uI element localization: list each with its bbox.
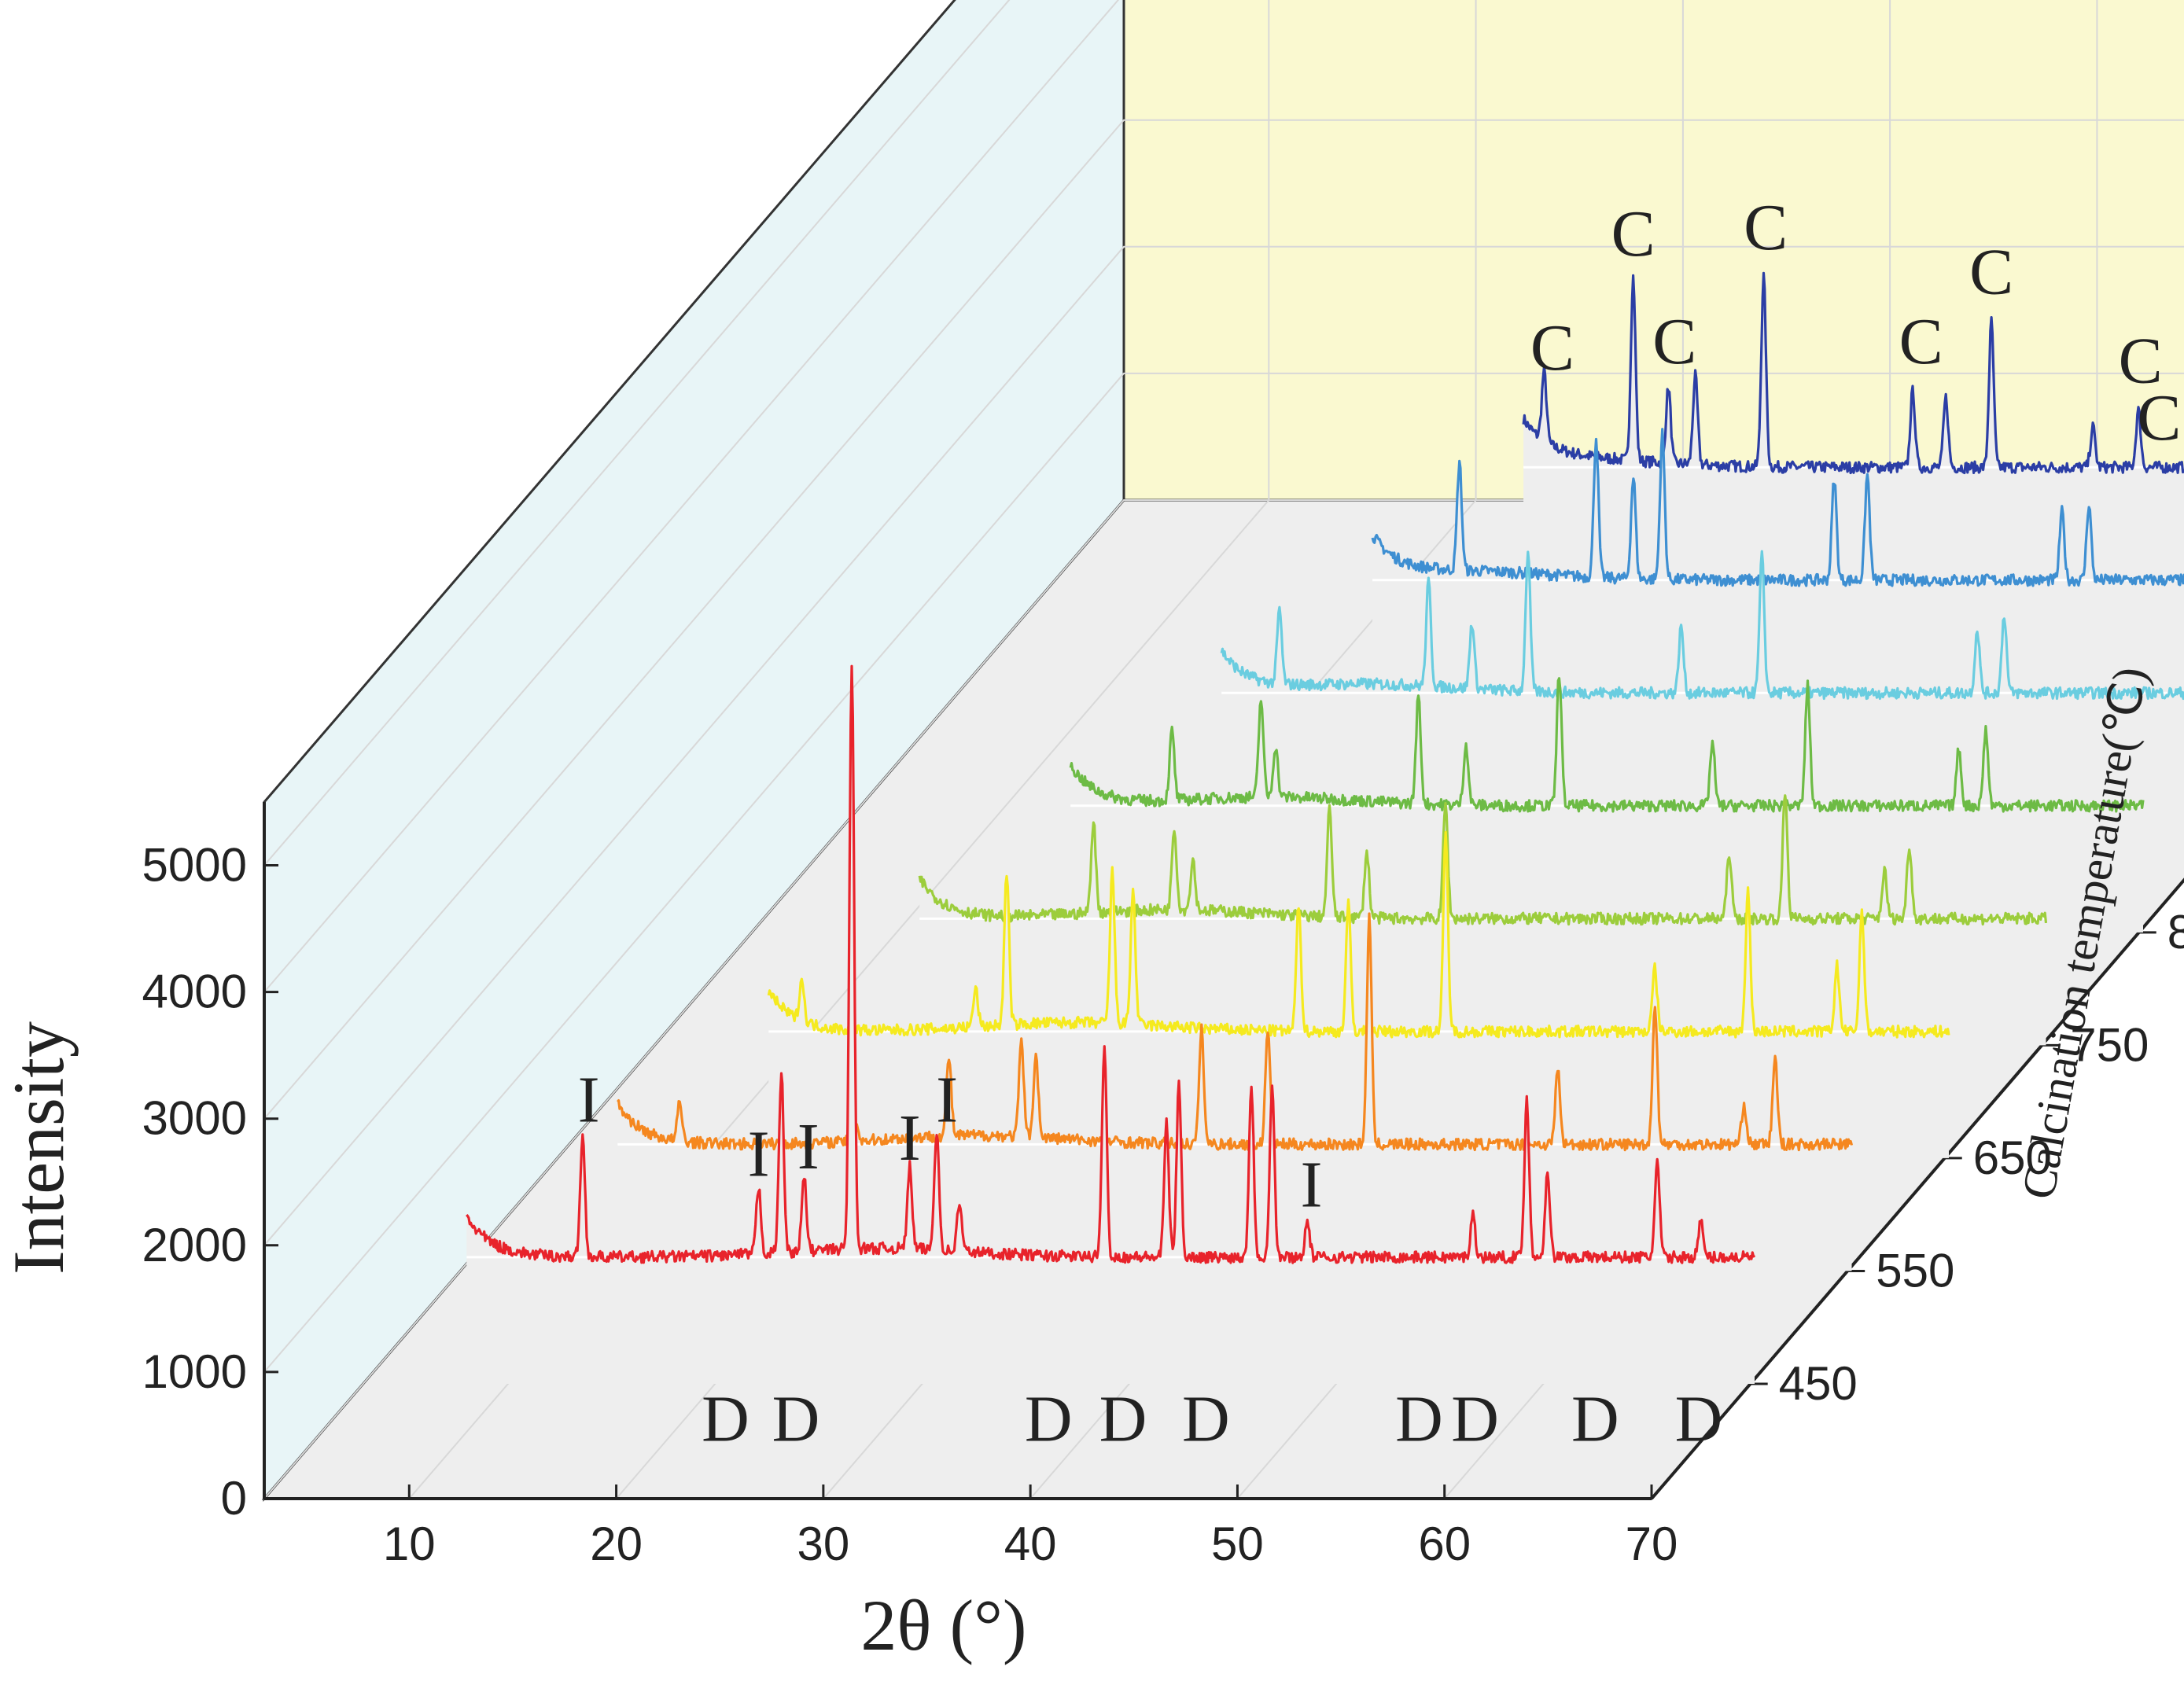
y-tick-label: 1000 [142,1345,247,1398]
series-group [466,271,2184,1384]
x-tick-label: 40 [1004,1518,1057,1570]
peak-label-I: I [797,1110,819,1183]
z-axis-line [1650,877,2184,1500]
z-tick-label: 850 [2167,906,2184,958]
peak-label-I: I [936,1063,958,1136]
y-grid-line [263,0,1011,866]
series-line-850 [1069,677,2145,813]
y-tick-label: 3000 [142,1092,247,1145]
peak-label-D: D [1182,1383,1230,1456]
chart-axes: 10 20 30 40 50 60 70 0 1000 2000 3000 4000 5000 450 55… [142,801,2184,1570]
peak-label-C: C [1611,197,1655,270]
y-grid-line [263,245,2184,1246]
peak-label-C: C [1530,311,1574,384]
series-occluder [466,666,1755,1384]
y-tick-label: 0 [221,1472,247,1525]
x-tick-label: 70 [1626,1518,1678,1570]
peak-label-C: C [1652,305,1696,378]
series-occluder [1523,273,2184,594]
x-axis-title: 2θ (°) [860,1585,1026,1665]
z-tick-label: 750 [2070,1018,2149,1071]
peak-label-I: I [578,1063,600,1136]
peak-label-D: D [1395,1383,1443,1456]
series-line-1050 [1371,428,2184,587]
peak-label-C: C [2137,381,2181,454]
y-tick-label: 2000 [142,1219,247,1271]
x-tick-label: 30 [797,1518,849,1570]
x-tick-label: 10 [383,1518,436,1570]
z-tick-label: 550 [1876,1244,1954,1297]
series-line-550 [617,912,1854,1152]
peak-label-D: D [1451,1383,1499,1456]
peak-label-I: I [899,1102,921,1175]
series-line-750 [918,794,2048,926]
peak-label-C: C [1969,236,2013,309]
peak-label-C: C [2119,324,2163,397]
series-line-450 [466,664,1756,1264]
y-tick-label: 5000 [142,839,247,892]
series-occluder [1070,678,2143,933]
series-occluder [1221,551,2184,820]
x-tick-label: 20 [590,1518,643,1570]
peak-label-D: D [1571,1383,1619,1456]
peak-label-C: C [1899,305,1943,378]
x-tick-label: 50 [1211,1518,1264,1570]
z-tick-label: 450 [1779,1357,1858,1410]
y-grid-line [263,372,2184,1373]
series-line-650 [767,830,1950,1039]
x-tick-label: 60 [1418,1518,1471,1570]
peak-label-D: D [1099,1383,1147,1456]
peak-label-C: C [1744,191,1788,264]
y-tick-label: 4000 [142,966,247,1018]
series-occluder [617,914,1852,1271]
series-line-1250 [1522,271,2184,475]
peak-label-D: D [1675,1383,1723,1456]
peak-label-I: I [748,1118,770,1191]
series-line-950 [1220,550,2184,701]
y-grid-line [263,119,2184,1120]
series-occluder [1372,429,2184,707]
peak-label-D: D [702,1383,749,1456]
y-axis-title: Intensity [0,1021,79,1275]
z-tick-label: 650 [1973,1131,2052,1184]
peak-label-I: I [1301,1148,1323,1221]
peak-label-D: D [772,1383,820,1456]
peak-label-D: D [1025,1383,1073,1456]
y-grid-line [263,0,1120,993]
